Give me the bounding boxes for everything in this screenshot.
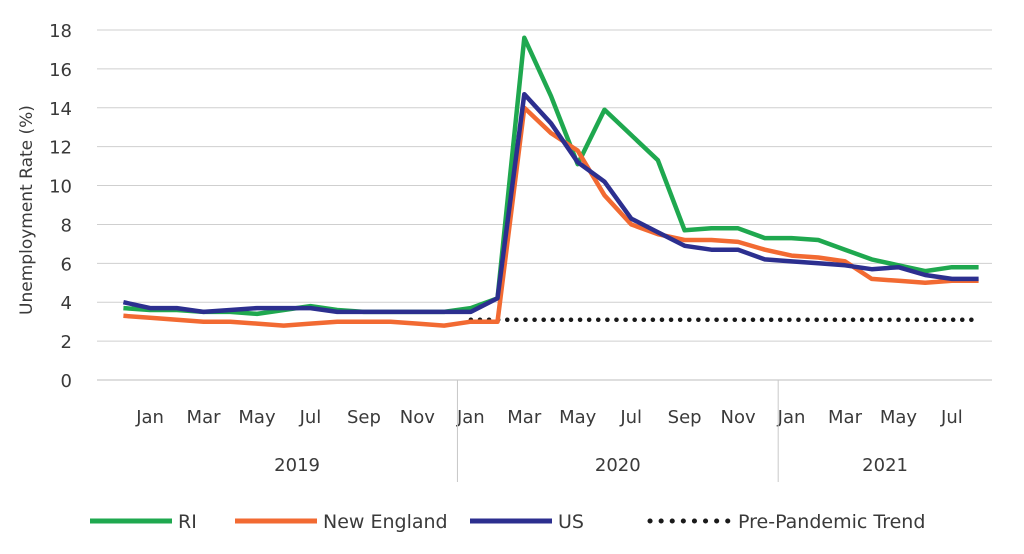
x-axis-year-groups: 2019 2020 2021 <box>274 380 908 482</box>
legend-label: RI <box>178 511 197 533</box>
y-tick-label: 8 <box>61 215 72 236</box>
y-tick-label: 14 <box>49 99 72 120</box>
x-tick-label: Jul <box>299 407 322 428</box>
x-tick-label: May <box>880 407 918 428</box>
y-tick-label: 18 <box>49 21 72 42</box>
series-line-us <box>122 91 979 315</box>
x-tick-label: Jul <box>619 407 642 428</box>
y-tick-label: 6 <box>61 254 72 275</box>
gridlines <box>97 29 992 381</box>
year-label: 2020 <box>595 455 641 476</box>
legend-label: New England <box>323 511 448 533</box>
x-tick-label: Nov <box>400 407 435 428</box>
legend-label: Pre-Pandemic Trend <box>738 511 925 533</box>
x-tick-label: Jan <box>777 407 806 428</box>
x-tick-label: Mar <box>507 407 542 428</box>
y-tick-label: 0 <box>61 371 72 392</box>
x-tick-label: Mar <box>187 407 222 428</box>
x-tick-label: Nov <box>721 407 756 428</box>
y-tick-label: 2 <box>61 332 72 353</box>
x-tick-label: Mar <box>828 407 863 428</box>
legend-label: US <box>558 511 584 533</box>
x-tick-label: May <box>238 407 276 428</box>
y-tick-label: 10 <box>49 177 72 198</box>
series-line-new-england <box>123 105 979 328</box>
series-lines <box>122 35 981 328</box>
x-tick-label: Jan <box>456 407 485 428</box>
y-tick-label: 4 <box>61 293 72 314</box>
year-label: 2021 <box>862 455 908 476</box>
legend: RI New England US Pre-Pandemic Trend <box>90 511 925 533</box>
x-tick-label: Jan <box>135 407 164 428</box>
series-line-ri <box>123 35 979 317</box>
year-label: 2019 <box>274 455 320 476</box>
x-tick-label: Sep <box>347 407 381 428</box>
x-tick-label: Sep <box>668 407 702 428</box>
y-tick-label: 12 <box>49 138 72 159</box>
x-tick-label: May <box>559 407 597 428</box>
y-tick-label: 16 <box>49 60 72 81</box>
x-tick-label: Jul <box>940 407 963 428</box>
y-axis-ticks: 0 2 4 6 8 10 12 14 16 18 <box>49 21 72 392</box>
y-axis-title: Unemployment Rate (%) <box>17 105 37 315</box>
x-axis-month-ticks: Jan Mar May Jul Sep Nov Jan Mar May Jul Sep Nov Jan M… <box>135 407 963 428</box>
